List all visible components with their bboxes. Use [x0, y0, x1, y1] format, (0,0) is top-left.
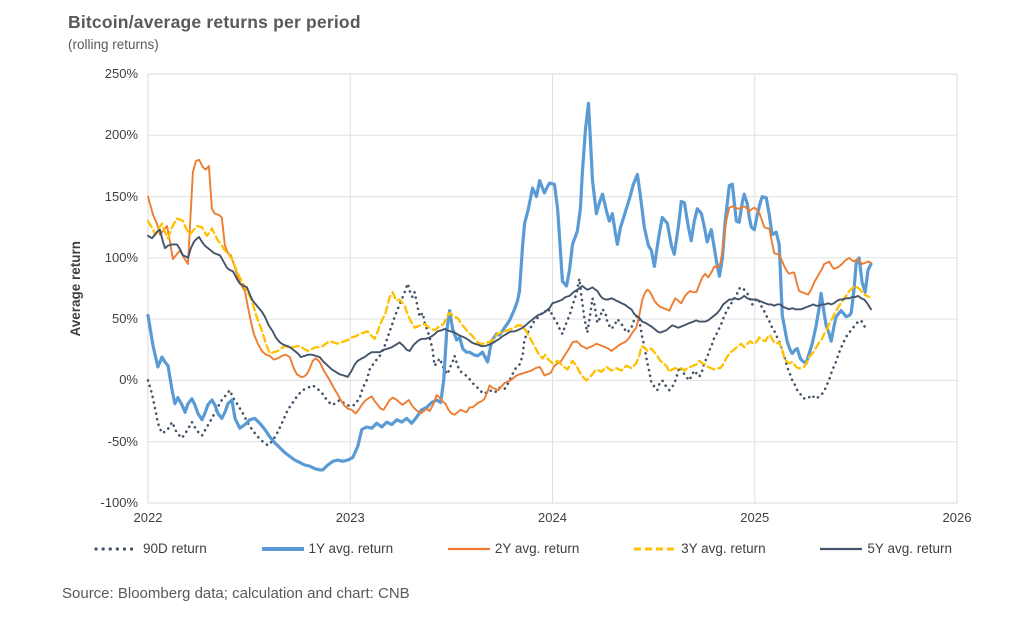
legend-item-label: 90D return — [143, 541, 207, 556]
x-tick-label: 2023 — [335, 510, 365, 525]
legend-item-label: 1Y avg. return — [308, 541, 394, 556]
source-note: Source: Bloomberg data; calculation and … — [62, 585, 410, 602]
series-line-2y-avg-return — [147, 158, 872, 416]
x-tick-label: 2026 — [942, 510, 972, 525]
plot-frame — [147, 73, 958, 504]
y-tick-label: -100% — [100, 495, 138, 510]
series-line-3y-avg-return — [146, 217, 871, 382]
legend-item-label: 2Y avg. return — [494, 541, 580, 556]
chart-title: Bitcoin/average returns per period — [68, 12, 361, 32]
legend-marker-icon — [94, 546, 140, 551]
legend-item-label: 5Y avg. return — [867, 541, 952, 556]
legend-marker-icon — [261, 546, 304, 551]
legend: 90D return 1Y avg. return 2Y avg. return 3Y… — [94, 541, 952, 556]
x-tick-label: 2025 — [740, 510, 770, 525]
series-line-5y-avg-return — [147, 228, 872, 378]
legend-item-3y-avg-return: 3Y avg. return — [632, 541, 766, 556]
y-tick-label: -50% — [107, 433, 138, 449]
x-tick-label: 2022 — [133, 510, 163, 525]
legend-marker-icon — [820, 547, 863, 550]
y-tick-label: 250% — [104, 66, 138, 81]
y-tick-label: 150% — [104, 188, 138, 204]
x-tick-label: 2024 — [538, 510, 567, 525]
legend-item-1y-avg-return: 1Y avg. return — [260, 541, 394, 556]
y-tick-label: 50% — [111, 311, 138, 327]
chart-subtitle: (rolling returns) — [68, 37, 159, 52]
y-tick-label: 0% — [119, 372, 138, 388]
legend-item-label: 3Y avg. return — [681, 541, 766, 556]
y-tick-label: 200% — [104, 127, 138, 143]
series-line-90d-return — [146, 277, 871, 447]
legend-item-2y-avg-return: 2Y avg. return — [446, 541, 580, 556]
y-tick-label: 100% — [104, 249, 138, 265]
legend-item-90d-return: 90D return — [94, 541, 207, 556]
series-line-1y-avg-return — [146, 101, 873, 472]
legend-marker-icon — [447, 547, 490, 550]
legend-marker-icon — [634, 547, 677, 550]
legend-item-5y-avg-return: 5Y avg. return — [818, 541, 952, 556]
